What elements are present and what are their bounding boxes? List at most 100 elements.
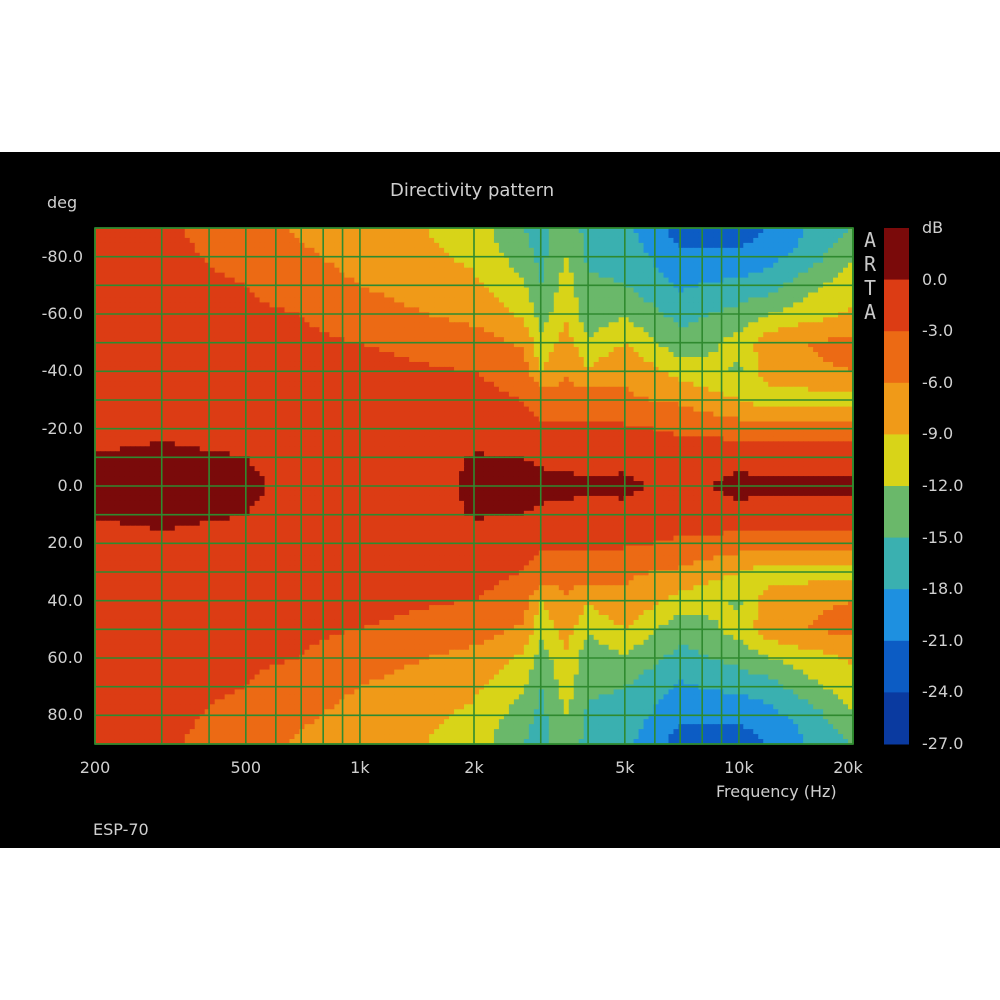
heatmap-cell <box>434 302 440 308</box>
heatmap-cell <box>608 347 615 353</box>
heatmap-cell <box>164 317 171 323</box>
heatmap-cell <box>688 322 695 328</box>
heatmap-cell <box>269 366 276 373</box>
heatmap-cell <box>638 366 645 373</box>
heatmap-cell <box>573 307 580 313</box>
heatmap-cell <box>533 361 540 368</box>
heatmap-cell <box>808 376 814 383</box>
heatmap-cell <box>379 237 385 244</box>
heatmap-cell <box>324 242 330 249</box>
heatmap-cell <box>638 297 645 304</box>
heatmap-cell <box>763 337 769 343</box>
heatmap-cell <box>204 342 211 348</box>
heatmap-cell <box>613 327 620 333</box>
heatmap-cell <box>289 252 296 259</box>
heatmap-cell <box>498 327 505 333</box>
heatmap-cell <box>314 332 321 338</box>
heatmap-cell <box>518 297 525 304</box>
heatmap-cell <box>214 371 221 378</box>
heatmap-cell <box>568 247 575 254</box>
heatmap-cell <box>568 242 575 249</box>
heatmap-cell <box>488 352 495 358</box>
heatmap-cell <box>179 247 186 254</box>
heatmap-cell <box>778 257 784 264</box>
heatmap-cell <box>803 292 809 299</box>
heatmap-cell <box>803 317 809 323</box>
heatmap-cell <box>229 247 236 254</box>
heatmap-cell <box>628 302 635 308</box>
heatmap-cell <box>384 287 390 294</box>
heatmap-cell <box>738 287 744 294</box>
heatmap-cell <box>279 366 286 373</box>
heatmap-cell <box>658 267 665 274</box>
heatmap-cell <box>259 322 266 328</box>
heatmap-cell <box>364 352 370 358</box>
heatmap-cell <box>703 322 709 328</box>
heatmap-cell <box>498 302 505 308</box>
heatmap-cell <box>404 376 410 383</box>
heatmap-cell <box>508 237 515 244</box>
heatmap-cell <box>429 277 435 284</box>
heatmap-cell <box>823 237 829 244</box>
heatmap-cell <box>603 327 610 333</box>
heatmap-cell <box>753 327 759 333</box>
heatmap-cell <box>449 376 455 383</box>
heatmap-cell <box>319 332 325 338</box>
heatmap-cell <box>483 267 490 274</box>
heatmap-cell <box>738 297 744 304</box>
heatmap-cell <box>359 312 365 318</box>
heatmap-cell <box>753 342 759 348</box>
heatmap-cell <box>828 366 834 373</box>
heatmap-cell <box>419 386 425 393</box>
heatmap-cell <box>344 247 350 254</box>
heatmap-cell <box>623 357 630 363</box>
heatmap-cell <box>159 292 166 299</box>
heatmap-cell <box>359 247 365 254</box>
heatmap-cell <box>798 262 804 269</box>
heatmap-cell <box>538 237 545 244</box>
heatmap-cell <box>818 302 824 308</box>
heatmap-cell <box>424 332 430 338</box>
heatmap-cell <box>324 302 330 308</box>
heatmap-cell <box>154 371 161 378</box>
heatmap-cell <box>648 228 655 234</box>
heatmap-cell <box>209 347 216 353</box>
heatmap-cell <box>184 357 191 363</box>
heatmap-cell <box>698 252 704 259</box>
heatmap-cell <box>264 347 271 353</box>
heatmap-cell <box>399 312 405 318</box>
heatmap-cell <box>793 237 799 244</box>
heatmap-cell <box>583 317 590 323</box>
heatmap-cell <box>329 237 335 244</box>
heatmap-cell <box>279 386 286 393</box>
heatmap-cell <box>429 237 435 244</box>
heatmap-cell <box>139 247 146 254</box>
heatmap-cell <box>568 277 575 284</box>
heatmap-cell <box>783 247 789 254</box>
heatmap-cell <box>598 228 605 234</box>
heatmap-cell <box>783 228 789 234</box>
heatmap-cell <box>813 371 819 378</box>
heatmap-cell <box>543 376 550 383</box>
heatmap-cell <box>573 361 580 368</box>
heatmap-cell <box>808 322 814 328</box>
heatmap-cell <box>603 366 610 373</box>
heatmap-cell <box>439 381 445 388</box>
heatmap-cell <box>678 247 685 254</box>
heatmap-cell <box>728 257 734 264</box>
heatmap-cell <box>239 252 246 259</box>
heatmap-cell <box>743 371 749 378</box>
heatmap-cell <box>583 257 590 264</box>
heatmap-cell <box>638 342 645 348</box>
heatmap-cell <box>558 297 565 304</box>
heatmap-cell <box>154 376 161 383</box>
heatmap-cell <box>274 342 281 348</box>
heatmap-cell <box>154 322 161 328</box>
heatmap-cell <box>394 357 400 363</box>
heatmap-cell <box>349 297 355 304</box>
heatmap-cell <box>713 228 719 234</box>
heatmap-cell <box>469 361 475 368</box>
heatmap-cell <box>773 297 779 304</box>
heatmap-cell <box>169 361 176 368</box>
heatmap-cell <box>838 302 844 308</box>
